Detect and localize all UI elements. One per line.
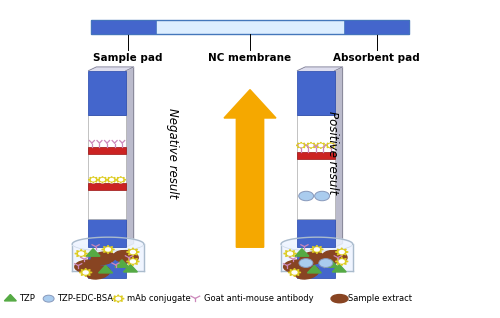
Polygon shape bbox=[72, 237, 144, 251]
Bar bbox=[297, 219, 335, 247]
Polygon shape bbox=[106, 176, 117, 183]
Circle shape bbox=[92, 178, 96, 181]
Polygon shape bbox=[281, 237, 352, 251]
Circle shape bbox=[309, 144, 313, 147]
Text: Positive result: Positive result bbox=[326, 111, 338, 194]
Polygon shape bbox=[284, 249, 296, 258]
Polygon shape bbox=[74, 249, 88, 258]
Ellipse shape bbox=[86, 266, 110, 279]
Text: mAb conjugate: mAb conjugate bbox=[126, 294, 190, 303]
Circle shape bbox=[110, 178, 114, 181]
Polygon shape bbox=[288, 268, 301, 277]
Bar bbox=[88, 115, 126, 219]
Polygon shape bbox=[126, 67, 134, 247]
Polygon shape bbox=[116, 176, 126, 183]
Circle shape bbox=[288, 252, 292, 255]
Circle shape bbox=[298, 191, 314, 201]
Circle shape bbox=[100, 180, 105, 183]
Circle shape bbox=[116, 297, 120, 300]
Polygon shape bbox=[88, 67, 134, 71]
Polygon shape bbox=[72, 244, 144, 271]
Bar bbox=[297, 254, 335, 278]
Text: Goat anti-mouse antibody: Goat anti-mouse antibody bbox=[204, 294, 314, 303]
Bar bbox=[297, 152, 335, 159]
Text: NC membrane: NC membrane bbox=[208, 53, 292, 63]
Polygon shape bbox=[102, 245, 114, 253]
Polygon shape bbox=[316, 142, 326, 149]
Circle shape bbox=[118, 180, 123, 183]
Polygon shape bbox=[281, 244, 352, 271]
Bar bbox=[88, 183, 126, 190]
Bar bbox=[297, 71, 335, 115]
Polygon shape bbox=[334, 67, 342, 247]
Circle shape bbox=[340, 251, 344, 253]
Polygon shape bbox=[296, 142, 306, 149]
Ellipse shape bbox=[331, 294, 348, 303]
Polygon shape bbox=[324, 260, 338, 267]
Circle shape bbox=[130, 260, 136, 263]
Ellipse shape bbox=[75, 260, 100, 272]
Polygon shape bbox=[79, 268, 92, 277]
Circle shape bbox=[119, 178, 122, 181]
Bar bbox=[91, 20, 156, 34]
Polygon shape bbox=[88, 176, 99, 183]
Circle shape bbox=[83, 271, 88, 274]
Circle shape bbox=[292, 271, 297, 274]
Text: FLOW: FLOW bbox=[244, 151, 262, 205]
Polygon shape bbox=[4, 294, 16, 301]
Ellipse shape bbox=[295, 266, 318, 279]
Circle shape bbox=[130, 251, 136, 253]
Ellipse shape bbox=[114, 251, 138, 263]
Circle shape bbox=[314, 248, 320, 251]
Bar bbox=[88, 148, 126, 155]
Polygon shape bbox=[336, 257, 348, 266]
Polygon shape bbox=[126, 257, 140, 266]
Text: TZP: TZP bbox=[19, 294, 34, 303]
Circle shape bbox=[300, 144, 303, 147]
Text: Absorbent pad: Absorbent pad bbox=[334, 53, 420, 63]
Polygon shape bbox=[332, 265, 346, 272]
Polygon shape bbox=[336, 248, 348, 256]
Circle shape bbox=[328, 144, 332, 147]
Text: Sample extract: Sample extract bbox=[348, 294, 412, 303]
Text: TZP-EDC-BSA: TZP-EDC-BSA bbox=[57, 294, 113, 303]
Polygon shape bbox=[308, 266, 322, 273]
Polygon shape bbox=[326, 142, 336, 149]
Circle shape bbox=[299, 259, 313, 267]
Bar bbox=[91, 20, 409, 34]
Polygon shape bbox=[98, 266, 112, 273]
Bar bbox=[344, 20, 409, 34]
Circle shape bbox=[43, 295, 54, 302]
Polygon shape bbox=[306, 142, 316, 149]
Bar bbox=[297, 115, 335, 219]
Polygon shape bbox=[310, 245, 324, 253]
Polygon shape bbox=[98, 176, 108, 183]
Ellipse shape bbox=[322, 251, 347, 263]
Ellipse shape bbox=[91, 252, 115, 265]
Text: Negative result: Negative result bbox=[166, 107, 179, 198]
Circle shape bbox=[78, 252, 84, 255]
Ellipse shape bbox=[300, 252, 324, 265]
Circle shape bbox=[100, 178, 104, 181]
Circle shape bbox=[319, 259, 333, 267]
Bar bbox=[88, 219, 126, 247]
Polygon shape bbox=[86, 249, 100, 256]
Circle shape bbox=[106, 248, 110, 251]
Bar bbox=[88, 254, 126, 278]
Ellipse shape bbox=[284, 260, 308, 272]
Circle shape bbox=[340, 260, 344, 263]
Polygon shape bbox=[126, 248, 140, 256]
Bar bbox=[88, 71, 126, 115]
Polygon shape bbox=[297, 67, 343, 71]
Text: Sample pad: Sample pad bbox=[94, 53, 163, 63]
Polygon shape bbox=[112, 295, 124, 302]
Circle shape bbox=[314, 191, 330, 201]
FancyArrow shape bbox=[224, 90, 276, 247]
Polygon shape bbox=[115, 260, 129, 267]
Circle shape bbox=[319, 144, 322, 147]
Polygon shape bbox=[124, 265, 138, 272]
Polygon shape bbox=[295, 249, 309, 256]
Circle shape bbox=[91, 180, 96, 183]
Circle shape bbox=[109, 180, 114, 183]
